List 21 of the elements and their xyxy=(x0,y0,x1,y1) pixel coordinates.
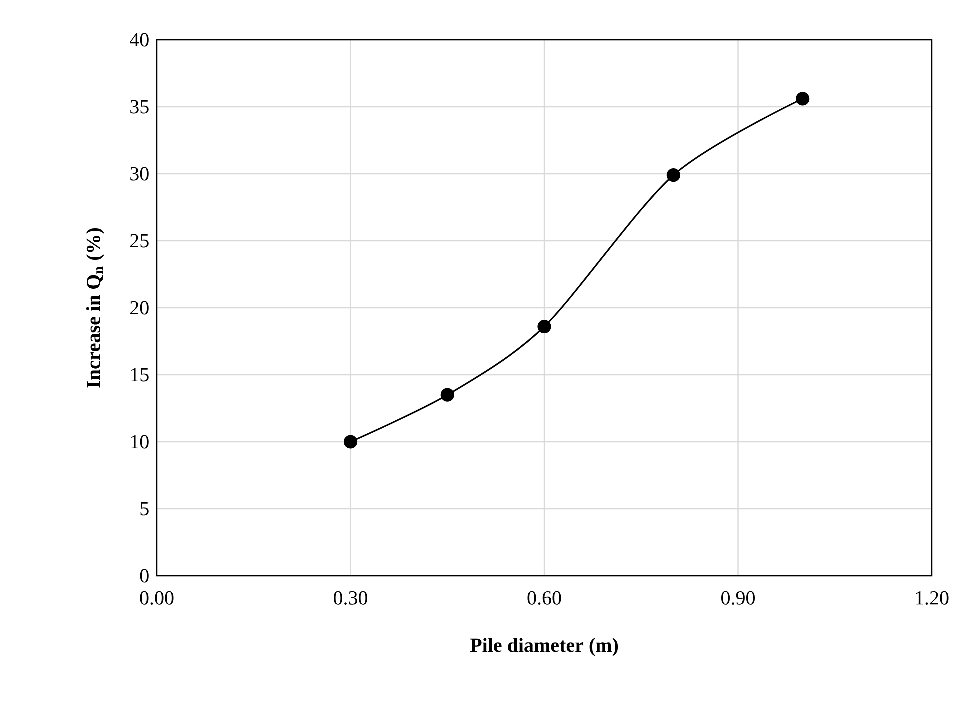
x-tick-label: 0.60 xyxy=(528,591,562,605)
y-tick-label: 35 xyxy=(130,100,149,114)
point xyxy=(538,320,552,334)
y-tick-label: 30 xyxy=(130,167,149,181)
y-tick-label: 0 xyxy=(140,569,149,583)
x-axis-title: Pile diameter (m) xyxy=(470,638,618,656)
point xyxy=(796,92,810,106)
y-tick-label: 10 xyxy=(131,435,149,449)
x-tick-label: 1.20 xyxy=(916,591,949,605)
x-tick-label: 0.90 xyxy=(722,591,755,605)
point xyxy=(666,168,680,182)
y-tick-label: 15 xyxy=(131,368,149,382)
y-tick-label: 40 xyxy=(130,33,149,47)
point xyxy=(344,435,358,449)
point xyxy=(440,388,454,402)
x-tick-label: 0.00 xyxy=(140,591,174,605)
y-tick-label: 20 xyxy=(130,301,149,315)
y-tick-label: 5 xyxy=(140,502,149,516)
y-tick-label: 25 xyxy=(130,234,149,248)
y-axis-title: Increase in Q$_{n}$ (%) xyxy=(86,228,104,388)
x-tick-label: 0.30 xyxy=(334,591,368,605)
